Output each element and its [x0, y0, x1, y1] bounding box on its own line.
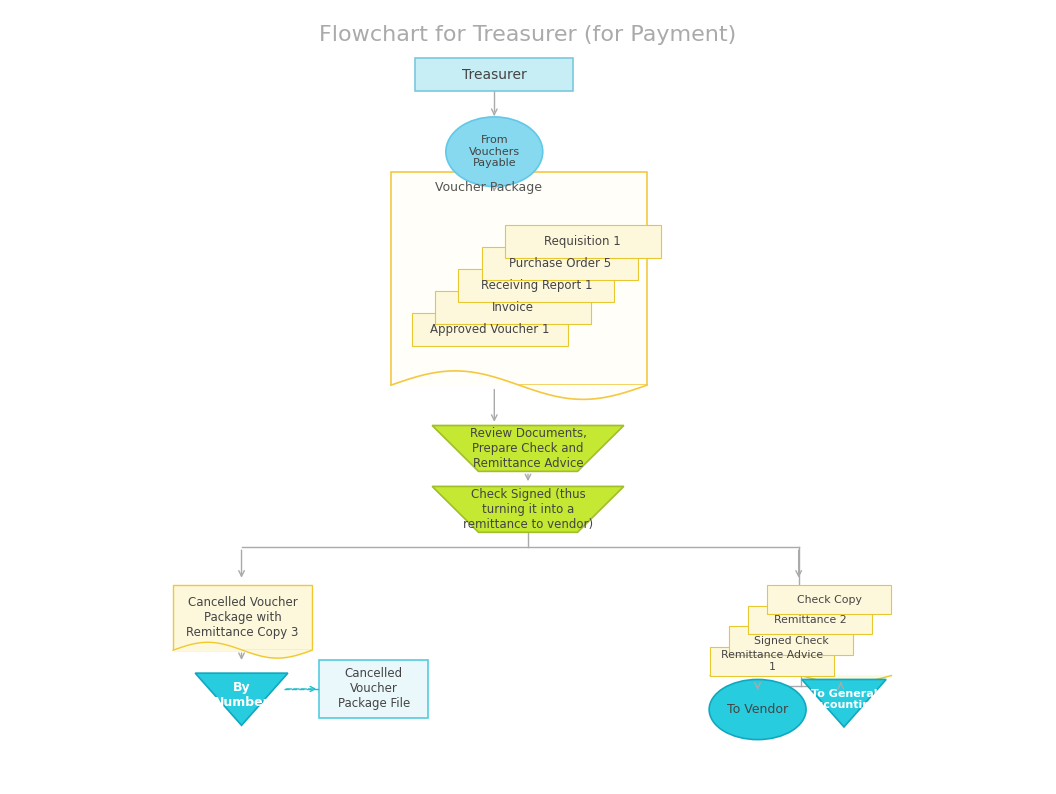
Text: Check Signed (thus
turning it into a
remittance to vendor): Check Signed (thus turning it into a rem… — [463, 488, 593, 531]
FancyBboxPatch shape — [435, 291, 591, 324]
Ellipse shape — [446, 117, 543, 187]
Text: Receiving Report 1: Receiving Report 1 — [480, 279, 592, 292]
FancyBboxPatch shape — [412, 313, 568, 346]
FancyBboxPatch shape — [767, 585, 891, 614]
Text: Invoice: Invoice — [492, 301, 534, 314]
FancyBboxPatch shape — [729, 626, 853, 655]
Text: Cancelled
Voucher
Package File: Cancelled Voucher Package File — [338, 668, 410, 711]
FancyBboxPatch shape — [391, 172, 647, 385]
Text: Cancelled Voucher
Package with
Remittance Copy 3: Cancelled Voucher Package with Remittanc… — [187, 596, 299, 639]
FancyBboxPatch shape — [415, 58, 573, 91]
Polygon shape — [195, 673, 288, 726]
Text: To General
Accounting: To General Accounting — [809, 688, 879, 710]
Polygon shape — [432, 487, 624, 532]
Text: Flowchart for Treasurer (for Payment): Flowchart for Treasurer (for Payment) — [319, 25, 737, 44]
Text: Requisition 1: Requisition 1 — [545, 235, 621, 248]
FancyBboxPatch shape — [320, 660, 428, 719]
Text: Remittance Advice
1: Remittance Advice 1 — [721, 650, 824, 672]
Text: To Vendor: To Vendor — [727, 703, 788, 716]
FancyBboxPatch shape — [482, 247, 638, 280]
FancyBboxPatch shape — [173, 585, 313, 650]
Polygon shape — [802, 680, 886, 727]
FancyBboxPatch shape — [711, 647, 834, 676]
Text: By
Number: By Number — [213, 681, 269, 709]
Text: From
Vouchers
Payable: From Vouchers Payable — [469, 135, 520, 168]
Text: Purchase Order 5: Purchase Order 5 — [509, 256, 610, 270]
FancyBboxPatch shape — [748, 606, 872, 634]
Ellipse shape — [710, 680, 806, 739]
Text: Signed Check: Signed Check — [754, 636, 829, 646]
Text: Review Documents,
Prepare Check and
Remittance Advice: Review Documents, Prepare Check and Remi… — [470, 427, 586, 470]
Text: Voucher Package: Voucher Package — [435, 181, 542, 194]
FancyBboxPatch shape — [458, 269, 615, 302]
Text: Treasurer: Treasurer — [461, 67, 527, 82]
FancyBboxPatch shape — [505, 225, 661, 258]
Text: Check Copy: Check Copy — [797, 595, 862, 604]
Text: Remittance 2: Remittance 2 — [774, 615, 847, 625]
Polygon shape — [432, 426, 624, 472]
Text: Approved Voucher 1: Approved Voucher 1 — [431, 323, 550, 336]
